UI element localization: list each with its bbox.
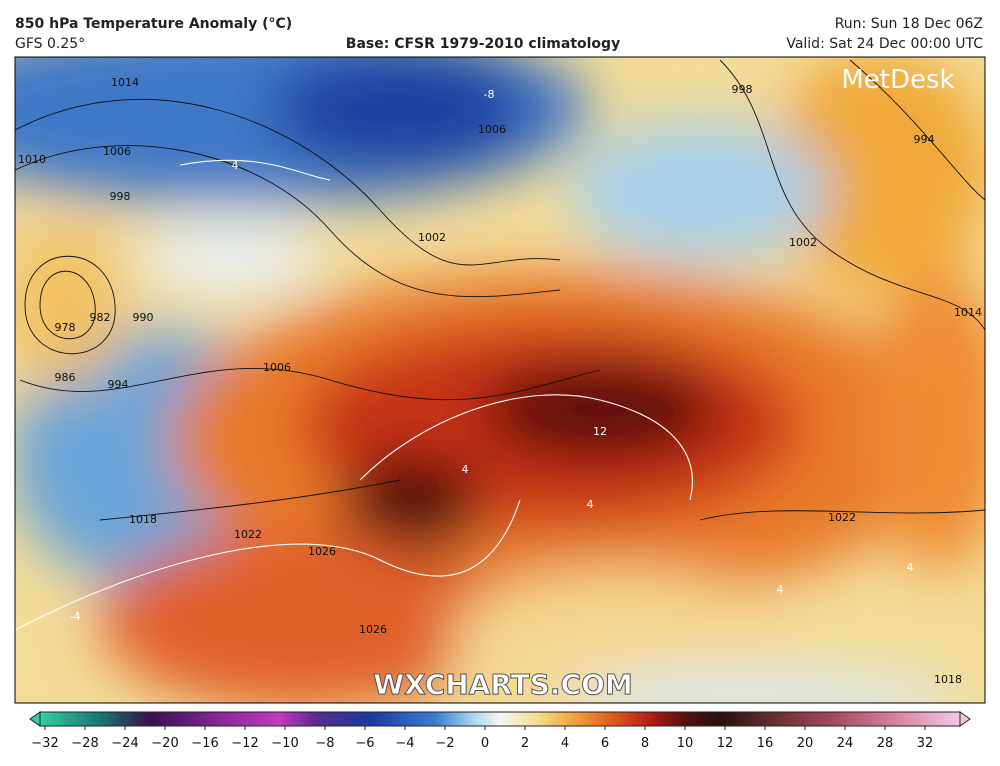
colorbar-tick-label: −32	[31, 736, 58, 751]
colorbar-tick-label: 24	[837, 736, 854, 751]
anomaly-label: 4	[232, 159, 239, 172]
anomaly-label: 4	[462, 463, 469, 476]
anomaly-label: 12	[593, 425, 607, 438]
anomaly-label: 4	[777, 583, 784, 596]
pressure-label: 1006	[103, 145, 131, 158]
watermark: WXCHARTS.COM	[373, 668, 633, 701]
title: 850 hPa Temperature Anomaly (°C)	[15, 16, 292, 32]
colorbar-tick-label: 28	[877, 736, 894, 751]
base: Base: CFSR 1979-2010 climatology	[346, 36, 620, 52]
anomaly-label: 4	[907, 561, 914, 574]
colorbar-tick-label: −28	[71, 736, 98, 751]
colorbar-tick-label: 20	[797, 736, 814, 751]
colorbar-low	[29, 711, 41, 727]
colorbar-tick-label: 0	[481, 736, 489, 751]
pressure-label: 994	[914, 133, 935, 146]
colorbar-tick-label: −6	[355, 736, 374, 751]
colorbar-tick-label: −10	[271, 736, 298, 751]
map: MetDesk WXCHARTS.COM	[15, 57, 985, 703]
anomaly-label: -8	[484, 88, 495, 101]
colorbar-tick-label: −2	[435, 736, 454, 751]
pressure-label: 1026	[308, 545, 336, 558]
run: Run: Sun 18 Dec 06Z	[835, 16, 983, 32]
colorbar-high	[959, 711, 971, 727]
model: GFS 0.25°	[15, 36, 85, 52]
pressure-label: 1018	[934, 673, 962, 686]
pressure-label: 998	[732, 83, 753, 96]
pressure-label: 978	[55, 321, 76, 334]
pressure-label: 1006	[478, 123, 506, 136]
colorbar-tick-label: −16	[191, 736, 218, 751]
pressure-label: 998	[110, 190, 131, 203]
pressure-label: 990	[133, 311, 154, 324]
colorbar-tick-label: 4	[561, 736, 569, 751]
logo: MetDesk	[841, 65, 954, 95]
colorbar	[39, 711, 961, 727]
valid: Valid: Sat 24 Dec 00:00 UTC	[786, 36, 983, 52]
colorbar-tick-label: 8	[641, 736, 649, 751]
pressure-label: 1022	[234, 528, 262, 541]
colorbar-tick-label: 6	[601, 736, 609, 751]
pressure-label: 1006	[263, 361, 291, 374]
pressure-label: 1026	[359, 623, 387, 636]
colorbar-tick-label: −20	[151, 736, 178, 751]
pressure-label: 982	[90, 311, 111, 324]
anomaly-label: 4	[587, 498, 594, 511]
pressure-label: 994	[108, 378, 129, 391]
colorbar-tick-label: 32	[917, 736, 934, 751]
colorbar-tick-label: 12	[717, 736, 734, 751]
pressure-label: 1002	[789, 236, 817, 249]
pressure-label: 1014	[954, 306, 982, 319]
colorbar-tick-label: −4	[395, 736, 414, 751]
colorbar-tick-label: 10	[677, 736, 694, 751]
colorbar-tick-label: 16	[757, 736, 774, 751]
colorbar-tick-label: −24	[111, 736, 138, 751]
colorbar-tick-label: 2	[521, 736, 529, 751]
pressure-label: 1022	[828, 511, 856, 524]
map-frame	[14, 56, 986, 704]
pressure-label: 1010	[18, 153, 46, 166]
pressure-label: 986	[55, 371, 76, 384]
pressure-label: 1002	[418, 231, 446, 244]
pressure-label: 1018	[129, 513, 157, 526]
colorbar-tick-label: −12	[231, 736, 258, 751]
colorbar-tick-label: −8	[315, 736, 334, 751]
pressure-label: 1014	[111, 76, 139, 89]
anomaly-label: -4	[70, 610, 81, 623]
